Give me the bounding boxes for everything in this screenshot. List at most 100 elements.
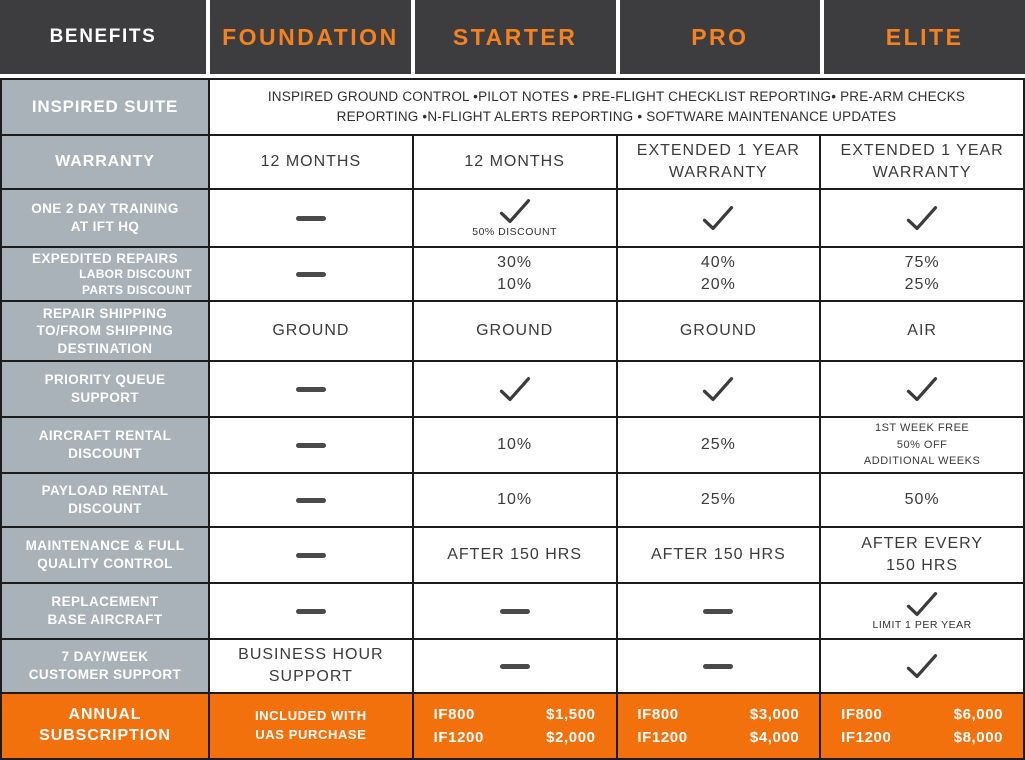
check-icon bbox=[907, 592, 938, 617]
table-row-expedited-repairs: EXPEDITED REPAIRS LABOR DISCOUNT PARTS DIS… bbox=[2, 248, 1023, 302]
row-label-text: REPLACEMENT bbox=[51, 594, 159, 610]
cell-text: WARRANTY bbox=[668, 164, 768, 181]
cell-text: GROUND bbox=[272, 322, 350, 340]
row-label-text: INSPIRED SUITE bbox=[31, 96, 179, 116]
row-label-text: PAYLOAD RENTAL bbox=[41, 483, 169, 499]
cell-priority-queue-foundation bbox=[210, 362, 414, 416]
cell-text: 150 HRS bbox=[886, 557, 959, 574]
row-label-text: REPAIR SHIPPING bbox=[42, 305, 168, 321]
cell-replacement-elite: LIMIT 1 PER YEAR bbox=[821, 584, 1023, 638]
table-row-aircraft-rental: AIRCRAFT RENTAL DISCOUNT 10% 25% 1ST WEEK FR… bbox=[2, 418, 1023, 474]
cell-text: 20% bbox=[700, 276, 736, 293]
price-model: IF1200 bbox=[637, 729, 688, 746]
row-label-text: DESTINATION bbox=[57, 340, 153, 356]
check-icon bbox=[499, 376, 530, 401]
cell-text: 10% bbox=[497, 276, 533, 293]
row-label-text: DISCOUNT bbox=[68, 446, 142, 461]
dash-icon bbox=[703, 663, 734, 669]
cell-7-day-week-pro bbox=[617, 640, 822, 692]
cell-one-2-day-training-starter: 50% DISCOUNT bbox=[413, 190, 618, 246]
dash-icon bbox=[295, 442, 326, 448]
table-row-priority-queue: PRIORITY QUEUE SUPPORT bbox=[2, 362, 1023, 418]
cell-priority-queue-starter bbox=[413, 362, 618, 416]
cell-aircraft-rental-foundation bbox=[210, 418, 414, 472]
price-line: IF800 $1,500 bbox=[434, 703, 596, 726]
cell-text: 10% bbox=[497, 436, 533, 454]
cell-maintenance-full-starter: AFTER 150 HRS bbox=[413, 528, 618, 582]
cell-warranty-pro: EXTENDED 1 YEAR WARRANTY bbox=[617, 136, 822, 188]
price-amount: $8,000 bbox=[953, 729, 1004, 746]
price-amount: $1,500 bbox=[546, 705, 596, 723]
cell-text: EXTENDED 1 YEAR bbox=[840, 142, 1004, 160]
price-line: IF800 $3,000 bbox=[637, 703, 799, 726]
cell-warranty-elite: EXTENDED 1 YEAR WARRANTY bbox=[821, 136, 1023, 188]
table-header: BENEFITS FOUNDATION STARTER PRO ELITE bbox=[0, 0, 1025, 74]
price-model: IF1200 bbox=[433, 729, 484, 746]
cell-expedited-repairs-elite: 75% 25% bbox=[821, 248, 1023, 300]
dash-icon bbox=[295, 608, 326, 614]
cell-text: AFTER 150 HRS bbox=[650, 546, 786, 564]
row-label-text: MAINTENANCE & FULL bbox=[25, 538, 185, 554]
cell-priority-queue-pro bbox=[617, 362, 822, 416]
cell-annual-subscription-foundation: INCLUDED WITH UAS PURCHASE bbox=[210, 694, 414, 758]
subscription-included-text: INCLUDED WITH bbox=[254, 708, 367, 724]
row-label-one-2-day-training: ONE 2 DAY TRAINING AT IFT HQ bbox=[2, 190, 210, 246]
cell-maintenance-full-pro: AFTER 150 HRS bbox=[617, 528, 822, 582]
cell-text: 30% bbox=[497, 254, 533, 272]
suite-description-line: INSPIRED GROUND CONTROL •PILOT NOTES • P… bbox=[267, 88, 966, 104]
dash-icon bbox=[499, 608, 530, 614]
plan-header-label: STARTER bbox=[452, 23, 578, 50]
price-amount: $6,000 bbox=[953, 705, 1004, 723]
row-label-aircraft-rental: AIRCRAFT RENTAL DISCOUNT bbox=[2, 418, 210, 472]
check-icon bbox=[907, 205, 938, 230]
row-label-maintenance-full: MAINTENANCE & FULL QUALITY CONTROL bbox=[2, 528, 210, 582]
row-label-text: WARRANTY bbox=[55, 152, 155, 170]
row-label-text: PRIORITY QUEUE bbox=[44, 372, 166, 388]
price-amount: $2,000 bbox=[546, 729, 596, 746]
table-row-annual-subscription: ANNUAL SUBSCRIPTION INCLUDED WITH UAS PU… bbox=[2, 694, 1023, 758]
dash-icon bbox=[295, 552, 326, 558]
cell-text: WARRANTY bbox=[872, 164, 972, 181]
row-label-text: 7 DAY/WEEK bbox=[61, 649, 149, 665]
cell-text: SUPPORT bbox=[268, 668, 353, 685]
cell-note: LIMIT 1 PER YEAR bbox=[872, 619, 972, 631]
benefits-grid: INSPIRED SUITE INSPIRED GROUND CONTROL •… bbox=[0, 78, 1025, 760]
cell-expedited-repairs-pro: 40% 20% bbox=[617, 248, 822, 300]
cell-payload-rental-starter: 10% bbox=[413, 474, 618, 526]
table-row-replacement: REPLACEMENT BASE AIRCRAFT LIMIT 1 PER YEAR bbox=[2, 584, 1023, 640]
row-label-text: QUALITY CONTROL bbox=[37, 556, 173, 571]
cell-note: 50% DISCOUNT bbox=[472, 226, 557, 238]
price-line: IF1200 $4,000 bbox=[637, 726, 799, 749]
cell-payload-rental-elite: 50% bbox=[821, 474, 1023, 526]
row-label-7-day-week: 7 DAY/WEEK CUSTOMER SUPPORT bbox=[2, 640, 210, 692]
cell-text: 25% bbox=[904, 276, 940, 293]
price-model: IF800 bbox=[637, 705, 679, 723]
plan-header-label: PRO bbox=[691, 23, 749, 50]
row-label-text: SUPPORT bbox=[70, 390, 140, 405]
cell-annual-subscription-starter: IF800 $1,500 IF1200 $2,000 bbox=[413, 694, 618, 758]
cell-payload-rental-pro: 25% bbox=[617, 474, 822, 526]
row-label-warranty: WARRANTY bbox=[2, 136, 210, 188]
cell-inspired-suite-all-plans: INSPIRED GROUND CONTROL •PILOT NOTES • P… bbox=[210, 80, 1023, 134]
plan-header-label: FOUNDATION bbox=[222, 23, 399, 50]
check-icon bbox=[907, 653, 938, 678]
cell-payload-rental-foundation bbox=[210, 474, 414, 526]
dash-icon bbox=[295, 386, 326, 392]
column-header-pro: PRO bbox=[619, 0, 821, 74]
dash-icon bbox=[499, 663, 530, 669]
row-label-subtext: PARTS DISCOUNT bbox=[82, 282, 192, 297]
cell-text: AFTER 150 HRS bbox=[447, 546, 583, 564]
check-icon bbox=[907, 376, 938, 401]
cell-text: GROUND bbox=[679, 322, 757, 340]
table-row-warranty: WARRANTY 12 MONTHS 12 MONTHS EXTENDED 1 YEA… bbox=[2, 136, 1023, 190]
row-label-replacement: REPLACEMENT BASE AIRCRAFT bbox=[2, 584, 210, 638]
check-icon bbox=[703, 376, 734, 401]
cell-aircraft-rental-starter: 10% bbox=[413, 418, 618, 472]
price-amount: $3,000 bbox=[749, 705, 800, 723]
row-label-text: CUSTOMER SUPPORT bbox=[28, 667, 182, 682]
column-header-elite: ELITE bbox=[824, 0, 1025, 74]
suite-description-line: REPORTING •N-FLIGHT ALERTS REPORTING • S… bbox=[336, 109, 897, 124]
row-label-text: SUBSCRIPTION bbox=[39, 727, 171, 744]
table-row-maintenance-full: MAINTENANCE & FULL QUALITY CONTROL AFTER 1… bbox=[2, 528, 1023, 584]
